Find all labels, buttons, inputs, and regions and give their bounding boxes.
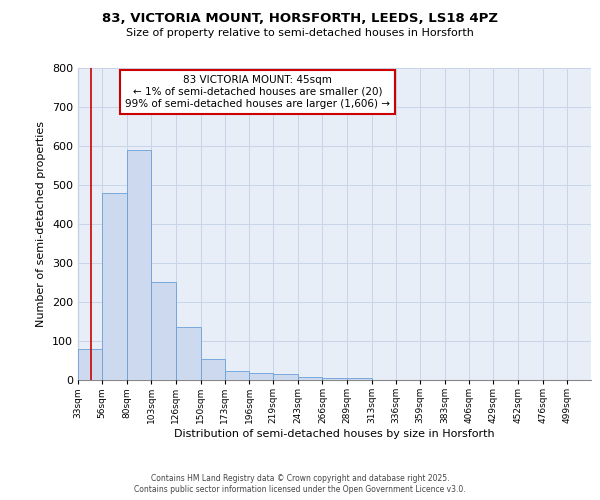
Bar — [151, 282, 176, 380]
Bar — [102, 192, 127, 380]
Text: Contains HM Land Registry data © Crown copyright and database right 2025.
Contai: Contains HM Land Registry data © Crown c… — [134, 474, 466, 494]
Bar — [273, 374, 298, 380]
Bar — [127, 150, 151, 380]
Bar — [347, 378, 372, 380]
Y-axis label: Number of semi-detached properties: Number of semi-detached properties — [37, 120, 46, 327]
Bar — [298, 377, 322, 380]
Text: 83, VICTORIA MOUNT, HORSFORTH, LEEDS, LS18 4PZ: 83, VICTORIA MOUNT, HORSFORTH, LEEDS, LS… — [102, 12, 498, 26]
Bar — [176, 328, 201, 380]
Text: Size of property relative to semi-detached houses in Horsforth: Size of property relative to semi-detach… — [126, 28, 474, 38]
Bar — [201, 358, 225, 380]
X-axis label: Distribution of semi-detached houses by size in Horsforth: Distribution of semi-detached houses by … — [174, 429, 495, 439]
Bar — [78, 349, 102, 380]
Bar — [249, 373, 273, 380]
Bar — [225, 372, 249, 380]
Text: 83 VICTORIA MOUNT: 45sqm
← 1% of semi-detached houses are smaller (20)
99% of se: 83 VICTORIA MOUNT: 45sqm ← 1% of semi-de… — [125, 76, 390, 108]
Bar — [322, 378, 347, 380]
